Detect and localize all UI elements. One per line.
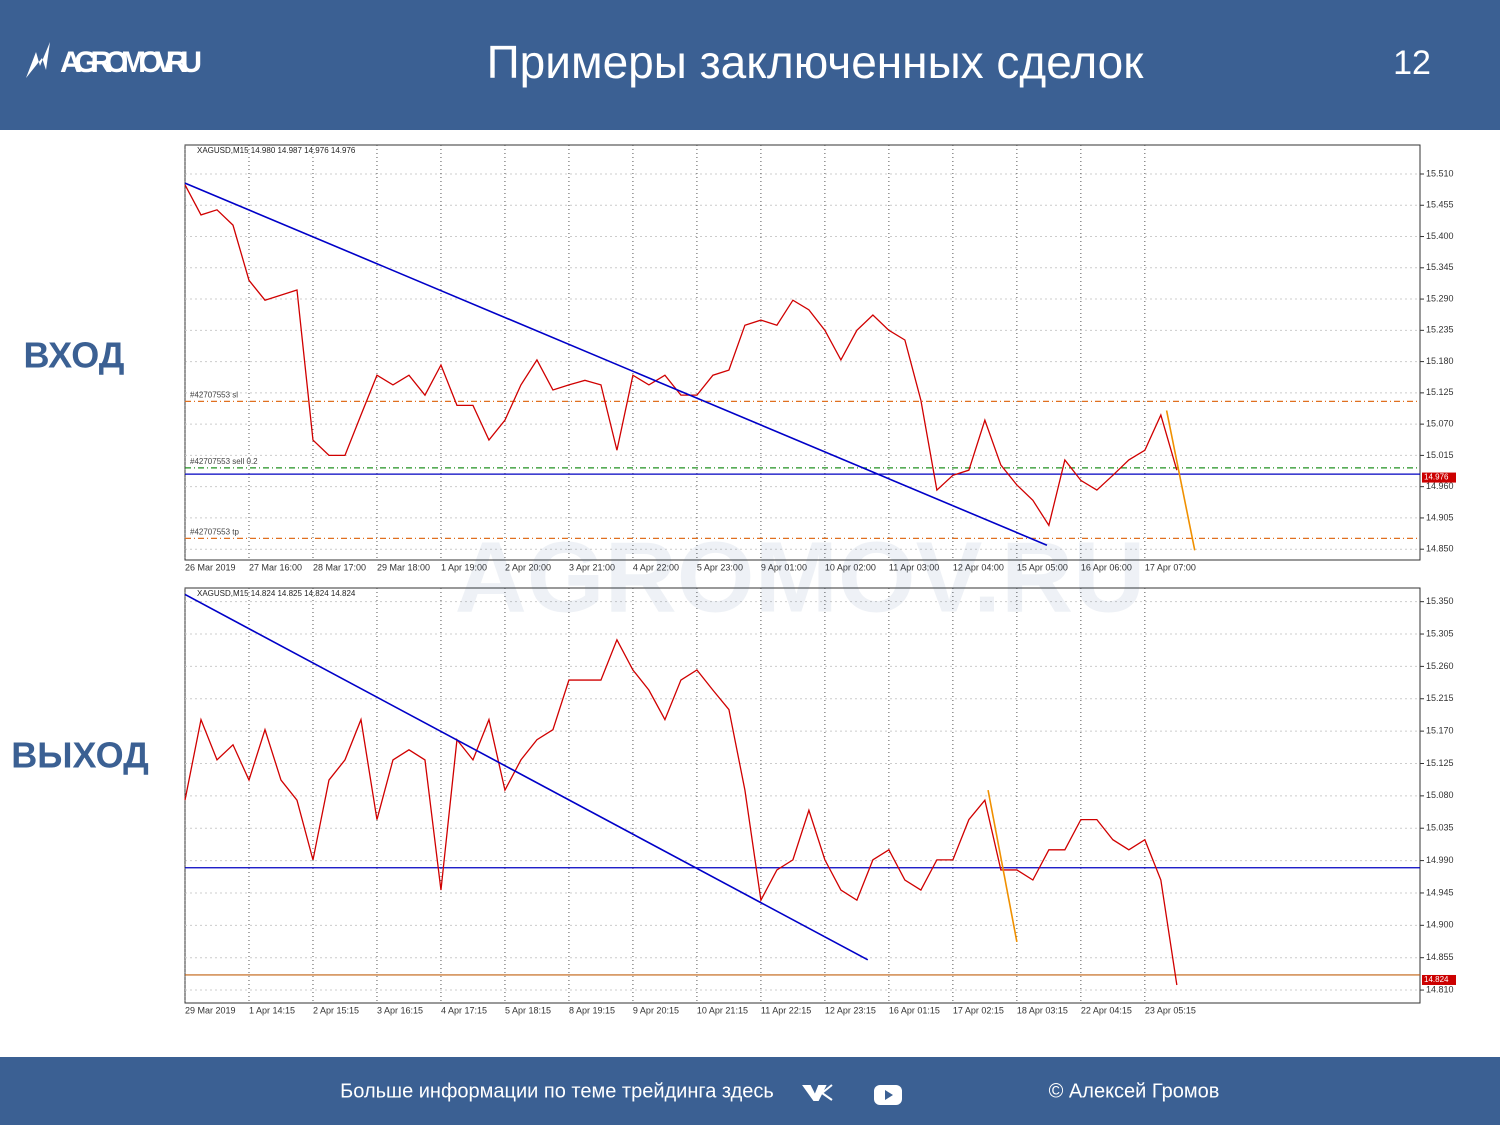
x-tick-label: 1 Apr 19:00 bbox=[441, 562, 487, 572]
copyright: © Алексей Громов bbox=[1049, 1080, 1220, 1102]
y-tick-label: 15.400 bbox=[1426, 231, 1454, 241]
y-tick-label: 15.510 bbox=[1426, 168, 1454, 178]
x-tick-label: 12 Apr 04:00 bbox=[953, 562, 1004, 572]
footer-text: Больше информации по теме трейдинга здес… bbox=[340, 1080, 774, 1102]
x-tick-label: 15 Apr 05:00 bbox=[1017, 562, 1068, 572]
y-tick-label: 15.125 bbox=[1426, 758, 1454, 768]
price-tag-label: 14.976 bbox=[1424, 473, 1449, 482]
y-tick-label: 15.215 bbox=[1426, 693, 1454, 703]
price-line bbox=[184, 184, 1178, 527]
x-tick-label: 10 Apr 02:00 bbox=[825, 562, 876, 572]
x-tick-label: 12 Apr 23:15 bbox=[825, 1005, 876, 1015]
x-tick-label: 17 Apr 07:00 bbox=[1145, 562, 1196, 572]
price-tag bbox=[1422, 472, 1456, 483]
y-tick-label: 15.125 bbox=[1426, 387, 1454, 397]
chart-frame bbox=[184, 144, 1421, 561]
x-tick-label: 27 Mar 16:00 bbox=[249, 562, 302, 572]
y-tick-label: 15.345 bbox=[1426, 262, 1454, 272]
trend-line bbox=[184, 182, 1048, 546]
logo-icon bbox=[26, 42, 50, 78]
y-tick-label: 15.350 bbox=[1426, 596, 1454, 606]
x-tick-label: 29 Mar 18:00 bbox=[377, 562, 430, 572]
slide-title: Примеры заключенных сделок bbox=[487, 36, 1145, 88]
x-tick-label: 3 Apr 21:00 bbox=[569, 562, 615, 572]
x-tick-label: 9 Apr 20:15 bbox=[633, 1005, 679, 1015]
trend-line bbox=[1165, 410, 1196, 551]
y-tick-label: 14.990 bbox=[1426, 855, 1454, 865]
y-tick-label: 15.260 bbox=[1426, 661, 1454, 671]
level-label: #42707553 sell 0.2 bbox=[190, 457, 258, 466]
trend-line bbox=[987, 789, 1018, 943]
trend-line bbox=[184, 593, 869, 961]
x-tick-label: 10 Apr 21:15 bbox=[697, 1005, 748, 1015]
x-tick-label: 28 Mar 17:00 bbox=[313, 562, 366, 572]
level-label: #42707553 tp bbox=[190, 528, 239, 537]
x-tick-label: 17 Apr 02:15 bbox=[953, 1005, 1004, 1015]
y-tick-label: 15.080 bbox=[1426, 790, 1454, 800]
header-bar bbox=[0, 0, 1500, 130]
youtube-play bbox=[885, 1090, 893, 1100]
y-tick-label: 14.905 bbox=[1426, 512, 1454, 522]
x-tick-label: 29 Mar 2019 bbox=[185, 1005, 236, 1015]
logo: AGROMOV.RU bbox=[60, 46, 202, 79]
x-tick-label: 26 Mar 2019 bbox=[185, 562, 236, 572]
footer-bar bbox=[0, 1057, 1500, 1125]
y-tick-label: 15.305 bbox=[1426, 628, 1454, 638]
x-tick-label: 5 Apr 18:15 bbox=[505, 1005, 551, 1015]
x-tick-label: 5 Apr 23:00 bbox=[697, 562, 743, 572]
level-label: #42707553 sl bbox=[190, 390, 238, 399]
y-tick-label: 14.855 bbox=[1426, 952, 1454, 962]
y-tick-label: 14.960 bbox=[1426, 481, 1454, 491]
chart-header: XAGUSD,M15 14.824 14.825 14.824 14.824 bbox=[197, 589, 356, 598]
y-tick-label: 15.070 bbox=[1426, 419, 1454, 429]
x-tick-label: 3 Apr 16:15 bbox=[377, 1005, 423, 1015]
price-tag-label: 14.824 bbox=[1424, 975, 1449, 984]
x-tick-label: 11 Apr 03:00 bbox=[889, 562, 939, 572]
y-tick-label: 15.455 bbox=[1426, 200, 1454, 210]
x-tick-label: 22 Apr 04:15 bbox=[1081, 1005, 1132, 1015]
x-tick-label: 11 Apr 22:15 bbox=[761, 1005, 811, 1015]
x-tick-label: 9 Apr 01:00 bbox=[761, 562, 807, 572]
y-tick-label: 14.850 bbox=[1426, 544, 1454, 554]
y-tick-label: 15.235 bbox=[1426, 325, 1454, 335]
price-tag bbox=[1422, 974, 1456, 985]
chart-header: XAGUSD,M15 14.980 14.987 14.976 14.976 bbox=[197, 146, 356, 155]
x-tick-label: 23 Apr 05:15 bbox=[1145, 1005, 1196, 1015]
y-tick-label: 15.035 bbox=[1426, 823, 1454, 833]
y-tick-label: 14.810 bbox=[1426, 984, 1454, 994]
x-tick-label: 16 Apr 01:15 bbox=[889, 1005, 940, 1015]
x-tick-label: 16 Apr 06:00 bbox=[1081, 562, 1132, 572]
x-tick-label: 1 Apr 14:15 bbox=[249, 1005, 295, 1015]
page-number: 12 bbox=[1393, 44, 1431, 82]
y-tick-label: 15.290 bbox=[1426, 293, 1454, 303]
y-tick-label: 15.180 bbox=[1426, 356, 1454, 366]
vk-icon[interactable] bbox=[802, 1084, 833, 1101]
x-tick-label: 2 Apr 20:00 bbox=[505, 562, 551, 572]
x-tick-label: 8 Apr 19:15 bbox=[569, 1005, 615, 1015]
x-tick-label: 4 Apr 22:00 bbox=[633, 562, 679, 572]
price-line bbox=[184, 638, 1178, 986]
y-tick-label: 14.900 bbox=[1426, 920, 1454, 930]
x-tick-label: 4 Apr 17:15 bbox=[441, 1005, 487, 1015]
watermark: AGROMOV.RU bbox=[455, 521, 1146, 633]
x-tick-label: 2 Apr 15:15 bbox=[313, 1005, 359, 1015]
section-label: ВЫХОД bbox=[11, 735, 149, 776]
x-tick-label: 18 Apr 03:15 bbox=[1017, 1005, 1068, 1015]
section-label: ВХОД bbox=[24, 335, 125, 376]
y-tick-label: 15.015 bbox=[1426, 450, 1454, 460]
y-tick-label: 15.170 bbox=[1426, 726, 1454, 736]
y-tick-label: 14.945 bbox=[1426, 887, 1454, 897]
